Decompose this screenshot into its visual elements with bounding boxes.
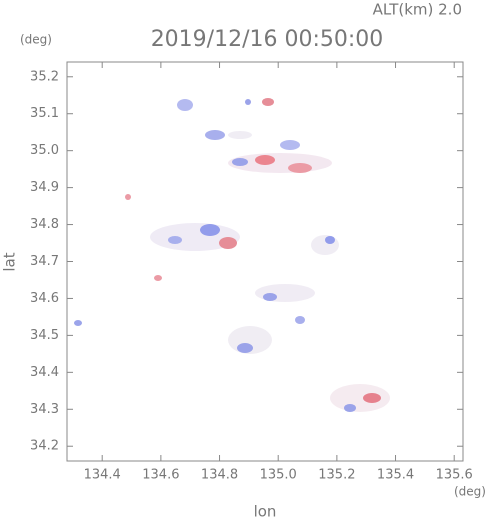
y-tick-label: 35.1 <box>30 106 59 121</box>
y-tick-label: 34.8 <box>30 217 59 232</box>
y-tick-label: 35.2 <box>30 69 59 84</box>
y-tick-label: 34.9 <box>30 180 59 195</box>
x-tick-label: 135.2 <box>318 468 355 483</box>
altitude-label: ALT(km) 2.0 <box>373 1 462 19</box>
y-tick-label: 34.4 <box>30 365 59 380</box>
plot-frame <box>66 61 464 462</box>
y-tick-label: 34.7 <box>30 254 59 269</box>
x-tick-label: 135.6 <box>436 468 473 483</box>
y-axis-label: lat <box>1 252 19 271</box>
x-unit: (deg) <box>454 485 486 499</box>
y-tick-label: 34.2 <box>30 439 59 454</box>
chart-title: 2019/12/16 00:50:00 <box>151 27 384 52</box>
radar-echoes <box>74 98 390 412</box>
x-tick-label: 135.0 <box>260 468 297 483</box>
y-tick-label: 35.0 <box>30 143 59 158</box>
x-tick-label: 134.4 <box>84 468 121 483</box>
x-axis-label: lon <box>254 503 277 521</box>
x-tick-label: 134.6 <box>142 468 179 483</box>
y-tick-label: 34.5 <box>30 328 59 343</box>
y-unit: (deg) <box>20 33 52 47</box>
x-tick-label: 134.8 <box>201 468 238 483</box>
x-tick-label: 135.4 <box>377 468 414 483</box>
y-tick-label: 34.6 <box>30 291 59 306</box>
y-tick-label: 34.3 <box>30 402 59 417</box>
